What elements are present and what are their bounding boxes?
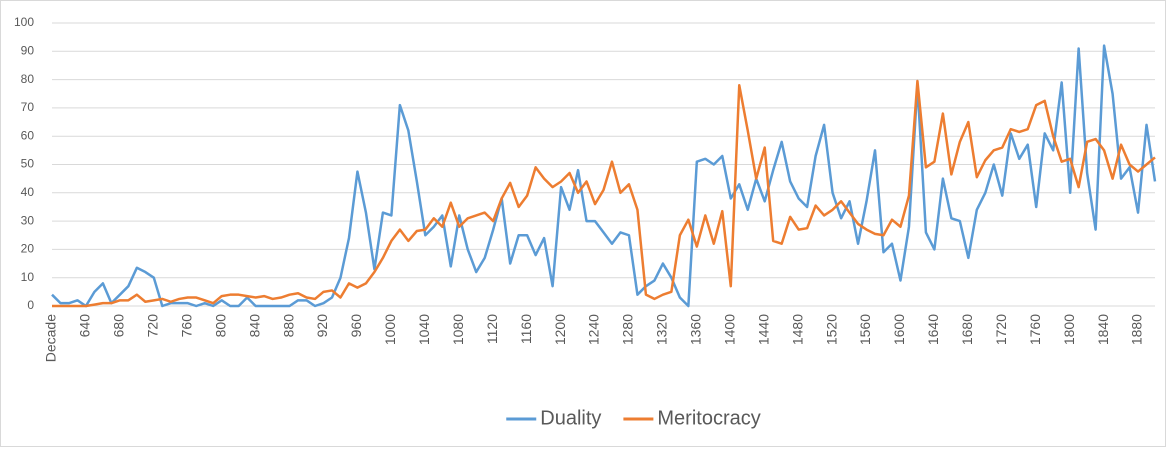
- y-tick-label: 30: [21, 213, 35, 227]
- data-line: [51, 44, 1157, 308]
- y-tick-label: 0: [27, 298, 34, 312]
- x-tick-label: 1400: [721, 314, 737, 345]
- x-tick-label: 1520: [823, 314, 839, 345]
- x-tick-label: 1800: [1061, 314, 1077, 345]
- x-tick-label: 1120: [484, 314, 500, 344]
- x-tick-label: 840: [246, 314, 262, 338]
- x-tick-label: 1160: [518, 314, 534, 344]
- y-tick-label: 90: [21, 43, 35, 57]
- x-tick-label: 1760: [1027, 314, 1043, 345]
- y-tick-label: 70: [21, 100, 35, 114]
- x-tick-label: 1680: [959, 314, 975, 345]
- y-tick-label: 80: [21, 72, 35, 86]
- x-tick-label: 720: [145, 314, 161, 338]
- x-tick-label: 1440: [755, 314, 771, 345]
- y-tick-label: 50: [21, 157, 35, 171]
- x-tick-label: 1000: [382, 314, 398, 345]
- x-tick-label: 1600: [891, 314, 907, 345]
- data-line: [52, 79, 1156, 308]
- legend-label: Meritocracy: [657, 407, 760, 429]
- x-tick-label: 1560: [857, 314, 873, 345]
- x-tick-label: 920: [314, 314, 330, 338]
- y-tick-label: 40: [21, 185, 35, 199]
- legend-label: Duality: [540, 407, 601, 429]
- x-tick-label: 680: [111, 314, 127, 338]
- y-tick-label: 10: [21, 270, 35, 284]
- x-tick-label: 1200: [552, 314, 568, 345]
- x-tick-label: 1080: [450, 314, 466, 345]
- x-tick-label: 1640: [925, 314, 941, 345]
- y-tick-label: 100: [14, 15, 34, 29]
- x-tick-label: 1480: [789, 314, 805, 345]
- legend: Duality Meritocracy: [506, 407, 761, 429]
- x-tick-label: 1720: [993, 314, 1009, 345]
- x-tick-label: 1320: [654, 314, 670, 345]
- x-tick-label: 800: [212, 314, 228, 338]
- x-tick-label: 1240: [586, 314, 602, 345]
- x-tick-label: 1840: [1095, 314, 1111, 345]
- x-tick-label: 960: [348, 314, 364, 338]
- x-tick-label: 1360: [688, 314, 704, 345]
- x-tick-label: 880: [280, 314, 296, 338]
- x-tick-label: 1040: [416, 314, 432, 345]
- x-tick-label: 640: [77, 314, 93, 338]
- x-tick-label: 760: [178, 314, 194, 338]
- y-tick-label: 20: [21, 242, 35, 256]
- y-tick-label: 60: [21, 128, 35, 142]
- x-tick-label: Decade: [43, 314, 59, 362]
- x-tick-label: 1880: [1129, 314, 1145, 345]
- x-tick-label: 1280: [620, 314, 636, 345]
